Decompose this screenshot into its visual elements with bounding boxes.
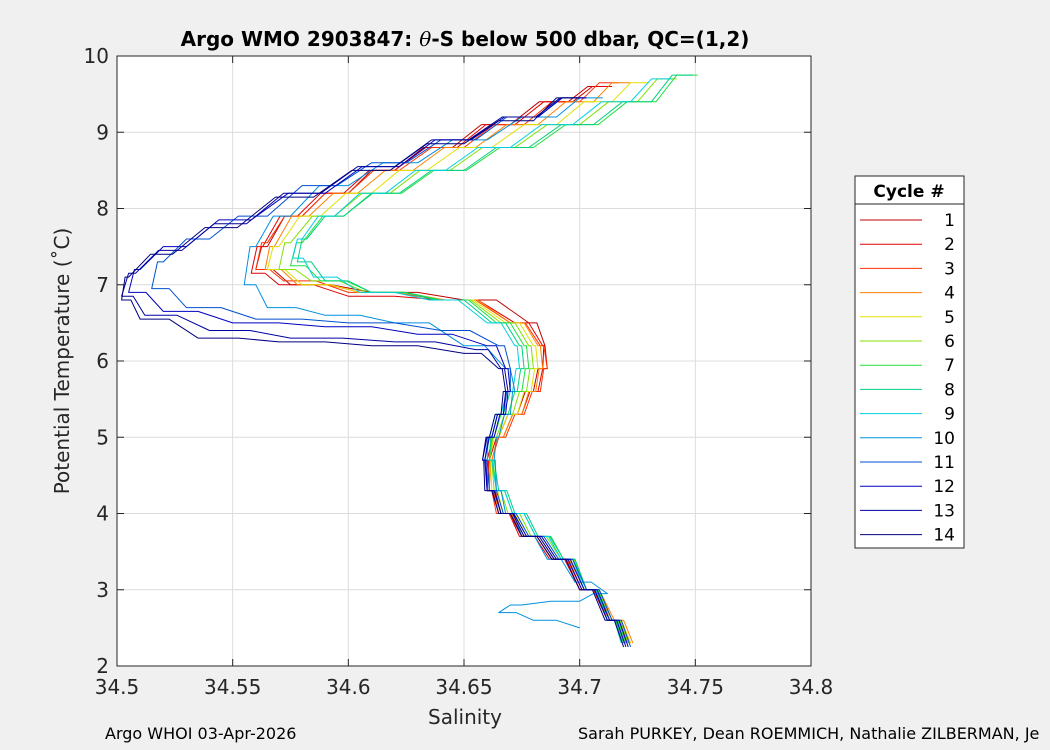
footer-credit-left: Argo WHOI 03-Apr-2026: [105, 724, 297, 743]
x-tick-label: 34.75: [667, 675, 724, 699]
legend-label-cycle-4: 4: [944, 284, 955, 304]
y-tick-label: 5: [96, 425, 109, 449]
legend-label-cycle-5: 5: [944, 308, 955, 328]
y-tick-label: 3: [96, 578, 109, 602]
y-axis-label: Potential Temperature (˚C): [50, 228, 74, 495]
legend-label-cycle-9: 9: [944, 405, 955, 425]
legend-label-cycle-7: 7: [944, 356, 955, 376]
series-line-cycle-13: [121, 97, 627, 648]
legend-label-cycle-13: 13: [933, 501, 955, 521]
series-layer: [121, 74, 698, 648]
legend-title: Cycle #: [873, 182, 944, 202]
y-tick-label: 6: [96, 349, 109, 373]
y-tick-label: 4: [96, 502, 109, 526]
legend-label-cycle-12: 12: [933, 477, 955, 497]
x-tick-label: 34.8: [789, 675, 834, 699]
ticks: 34.5 34.55 34.6 34.65 34.7 34.75 34.8 2 3 4 5 6 7 8 9 1…: [84, 44, 834, 699]
x-tick-label: 34.7: [557, 675, 602, 699]
series-line-cycle-9: [292, 78, 673, 644]
x-tick-label: 34.55: [204, 675, 261, 699]
legend-label-cycle-10: 10: [933, 429, 955, 449]
x-tick-label: 34.65: [435, 675, 492, 699]
legend-label-cycle-1: 1: [944, 211, 955, 231]
legend-label-cycle-2: 2: [944, 235, 955, 255]
x-axis-label: Salinity: [428, 705, 502, 729]
legend-label-cycle-11: 11: [933, 453, 955, 473]
y-tick-label: 9: [96, 120, 109, 144]
series-line-cycle-8: [296, 74, 693, 644]
footer-credit-right: Sarah PURKEY, Dean ROEMMICH, Nathalie ZI…: [578, 724, 1040, 743]
legend-label-cycle-6: 6: [944, 332, 955, 352]
y-tick-label: 7: [96, 273, 109, 297]
y-tick-label: 10: [84, 44, 109, 68]
x-tick-label: 34.6: [326, 675, 371, 699]
y-tick-label: 8: [96, 197, 109, 221]
y-tick-label: 2: [96, 654, 109, 678]
series-line-cycle-14: [121, 97, 625, 648]
chart-title: Argo WMO 2903847: θ-S below 500 dbar, QC…: [181, 27, 750, 51]
x-tick-label: 34.5: [95, 675, 140, 699]
legend-label-cycle-8: 8: [944, 380, 955, 400]
legend-label-cycle-14: 14: [933, 526, 955, 546]
legend-label-cycle-3: 3: [944, 259, 955, 279]
